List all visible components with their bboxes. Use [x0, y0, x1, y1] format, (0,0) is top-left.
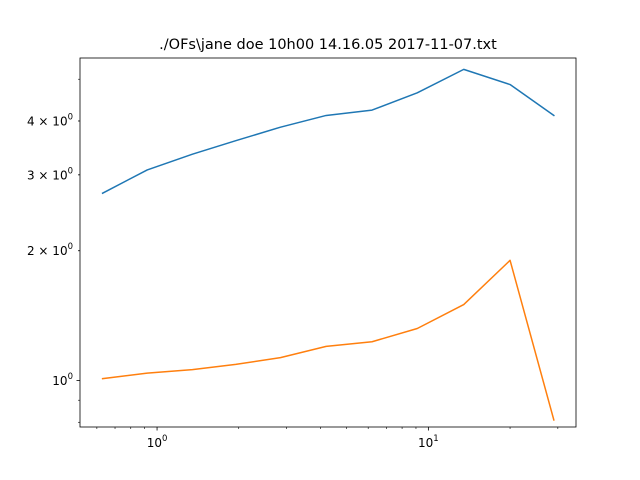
y-tick-label-2: 2 × 100 [27, 242, 73, 258]
series-line-2 [101, 259, 555, 421]
plot-frame [79, 57, 577, 428]
y-tick-label-4: 4 × 100 [27, 112, 73, 128]
y-tick-label-3: 3 × 100 [27, 166, 73, 182]
y-tick-label-1: 100 [52, 372, 73, 388]
chart-title: ./OFs\jane doe 10h00 14.16.05 2017-11-07… [159, 37, 497, 53]
series-layer [101, 68, 555, 421]
series-line-1 [101, 68, 555, 195]
x-tick-label-1: 100 [147, 434, 168, 450]
x-tick-label-2: 101 [418, 434, 439, 450]
tick-layer: 100 101 100 2 × 100 3 × 100 4 × 100 [27, 78, 559, 450]
